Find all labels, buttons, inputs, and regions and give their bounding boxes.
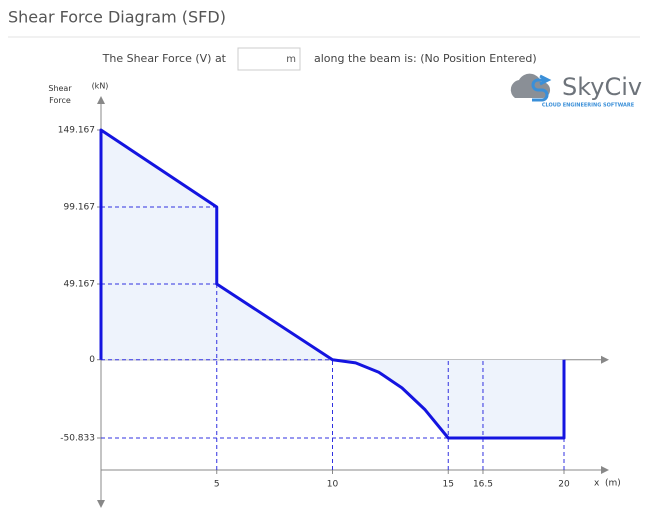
y-tick-label: 0 [89,355,95,365]
logo-tagline: CLOUD ENGINEERING SOFTWARE [542,103,635,109]
logo-arrow [531,74,552,102]
x-tick-label: 5 [214,480,220,490]
y-tick-label: 49.167 [64,280,96,290]
x-axis-label: x [594,479,600,489]
y-tick-label: 99.167 [64,203,96,213]
shear-line [99,128,566,440]
logo-name: SkyCiv [562,73,642,101]
x-tick-label: 20 [558,480,570,490]
x-axis-unit: (m) [605,479,621,489]
logo-cloud [510,73,551,98]
axis-arrow [97,500,105,508]
y-axis-unit: (kN) [92,82,109,91]
x-tick-label: 15 [443,480,454,490]
axis-arrow [601,466,609,474]
y-tick-label: -50.833 [60,434,95,444]
y-axis-label: Shear Force [48,84,72,105]
x-tick-label: 16.5 [473,480,493,490]
axis-arrow [97,96,105,104]
position-input[interactable] [237,47,301,71]
panel-title: Shear Force Diagram (SFD) [8,8,226,27]
query-suffix: along the beam is: (No Position Entered) [314,52,537,65]
x-tick-label: 10 [327,480,339,490]
axis-arrow [601,355,609,364]
y-tick-label: 149.167 [58,126,95,136]
input-unit: m [286,54,296,65]
logo: SkyCiv CLOUD ENGINEERING SOFTWARE [510,73,642,109]
query-prefix: The Shear Force (V) at [102,52,227,65]
